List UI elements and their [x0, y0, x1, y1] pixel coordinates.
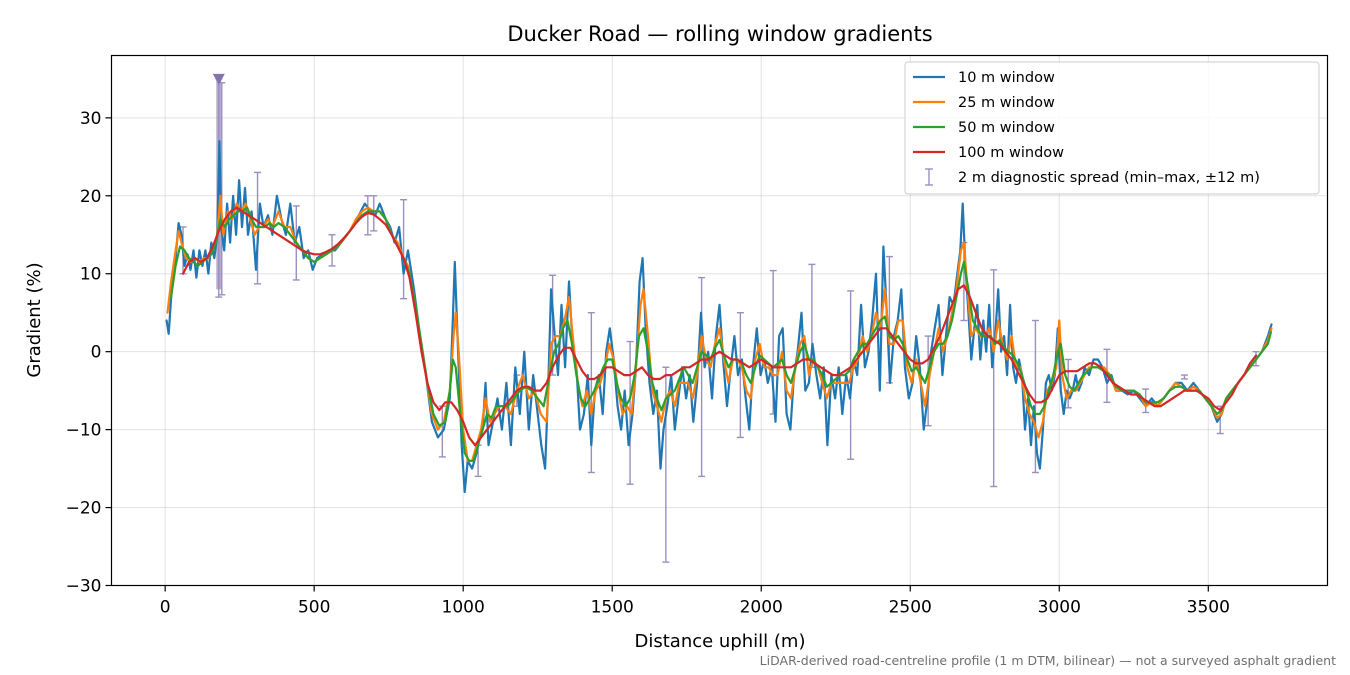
- chart-title: Ducker Road — rolling window gradients: [507, 22, 932, 46]
- legend-label: 50 m window: [958, 120, 1055, 136]
- y-tick-label: −30: [66, 577, 102, 597]
- x-tick-label: 3000: [1038, 598, 1081, 618]
- y-tick-label: 10: [80, 265, 102, 285]
- x-tick-label: 1000: [442, 598, 485, 618]
- x-axis-title: Distance uphill (m): [635, 631, 806, 652]
- y-tick-label: −10: [66, 421, 102, 441]
- errorbar: [990, 269, 998, 488]
- y-axis-title: Gradient (%): [24, 262, 45, 377]
- footnote: LiDAR-derived road-centreline profile (1…: [760, 653, 1336, 668]
- x-tick-label: 2500: [889, 598, 932, 618]
- series-line: [165, 140, 1273, 494]
- clipped-marker-triangle: [212, 73, 225, 85]
- plot-area: [165, 73, 1273, 563]
- x-tick-label: 0: [160, 598, 171, 618]
- legend: 10 m window 25 m window 50 m window 100 m w…: [904, 61, 1320, 195]
- errorbar: [698, 276, 706, 478]
- x-tick-label: 3500: [1187, 598, 1230, 618]
- errorbar: [1031, 319, 1039, 474]
- y-tick-label: 30: [80, 109, 102, 129]
- errorbar: [400, 198, 408, 300]
- errorbar: [1180, 374, 1188, 380]
- errorbar: [736, 312, 744, 439]
- x-tick-label: 2000: [740, 598, 783, 618]
- legend-box: [904, 61, 1320, 195]
- x-tick-label: 1500: [591, 598, 634, 618]
- series-line: [181, 206, 1258, 447]
- y-axis: −30 −20 −10 0 10 20 30: [66, 109, 112, 597]
- legend-label: 2 m diagnostic spread (min–max, ±12 m): [958, 170, 1260, 186]
- plot-frame: [110, 54, 1329, 587]
- series-line: [166, 194, 1273, 462]
- y-tick-label: −20: [66, 499, 102, 519]
- y-tick-label: 20: [80, 187, 102, 207]
- x-axis: 0 500 1000 1500 2000 2500 3000 3500: [160, 585, 1230, 618]
- y-tick-label: 0: [91, 343, 102, 363]
- x-tick-label: 500: [298, 598, 330, 618]
- legend-label: 25 m window: [958, 95, 1055, 111]
- legend-label: 10 m window: [958, 70, 1055, 86]
- errorbar: [364, 195, 372, 236]
- legend-label: 100 m window: [958, 145, 1064, 161]
